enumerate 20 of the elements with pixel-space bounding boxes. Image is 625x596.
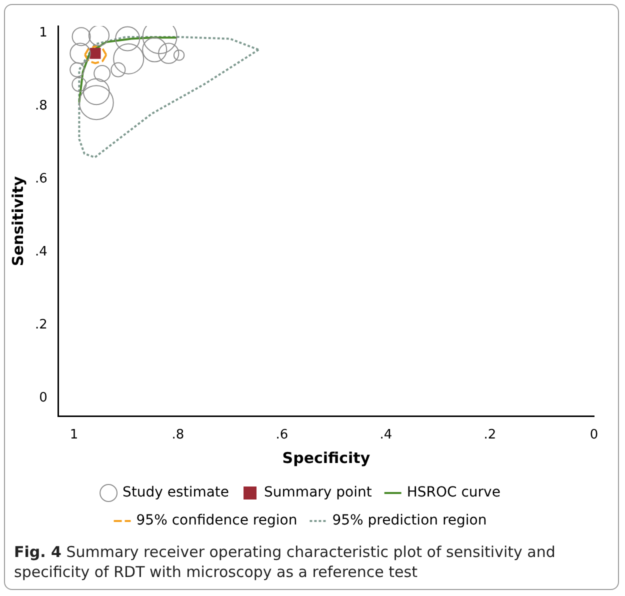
legend-label: Study estimate <box>122 484 230 501</box>
y-tick-label: .8 <box>34 98 48 114</box>
legend-label: HSROC curve <box>406 484 500 501</box>
y-tick-label: 1 <box>39 26 48 41</box>
x-tick-label: .4 <box>380 428 392 443</box>
y-tick-label: .6 <box>34 172 48 187</box>
x-tick-label: .2 <box>484 428 496 443</box>
legend-label: 95% confidence region <box>136 512 298 529</box>
x-tick-label: .8 <box>172 428 184 443</box>
legend-label: Summary point <box>264 484 372 501</box>
caption: Fig. 4 Summary receiver operating characteristic plot of sensitivity and specificity of RDT with microscopy as a reference test <box>14 542 556 582</box>
y-tick-label: .4 <box>34 244 48 260</box>
x-tick-label: 1 <box>70 428 78 443</box>
x-axis-title: Specificity <box>282 448 370 467</box>
x-tick-label: 0 <box>590 428 598 443</box>
y-tick-label: 0 <box>39 390 48 406</box>
y-axis-title: Sensitivity <box>8 176 27 266</box>
legend-label: 95% prediction region <box>332 512 487 529</box>
x-tick-label: .6 <box>276 428 288 443</box>
y-tick-label: .2 <box>34 318 48 333</box>
